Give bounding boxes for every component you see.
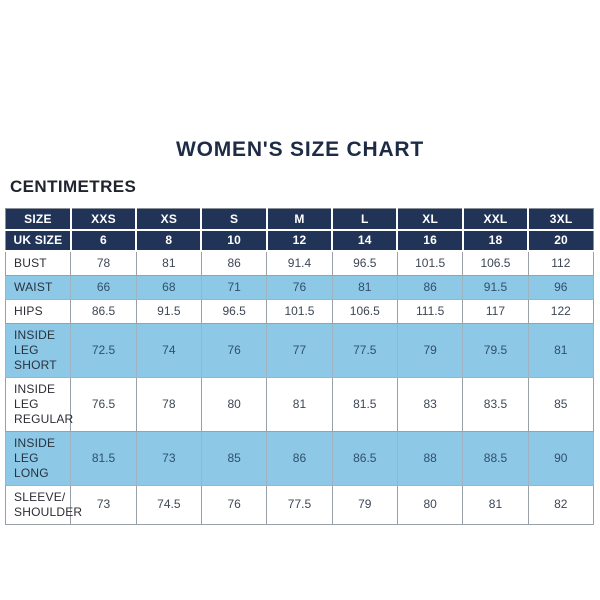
size-value-cell: 74.5 <box>135 484 202 525</box>
header-row: UK SIZE 6 8 10 12 14 16 18 20 <box>4 228 595 252</box>
table-row: INSIDE LEG REGULAR 76.5 78 80 81 81.5 83 83.5 85 <box>4 376 595 432</box>
size-value-cell: 106.5 <box>462 250 529 276</box>
size-value-cell: 83 <box>396 376 464 432</box>
header-cell: 20 <box>527 228 595 252</box>
size-value-cell: 73 <box>135 430 202 486</box>
row-label: INSIDE LEG LONG <box>4 430 72 486</box>
size-value-cell: 76.5 <box>70 376 137 432</box>
page-title: WOMEN'S SIZE CHART <box>175 138 425 161</box>
header-cell: 14 <box>331 228 399 252</box>
size-value-cell: 71 <box>200 274 268 300</box>
size-value-cell: 66 <box>70 274 137 300</box>
size-value-cell: 82 <box>527 484 595 525</box>
size-value-cell: 101.5 <box>396 250 464 276</box>
size-value-cell: 86 <box>396 274 464 300</box>
header-cell: 8 <box>135 228 203 252</box>
size-value-cell: 73 <box>70 484 137 525</box>
size-value-cell: 101.5 <box>266 298 333 324</box>
size-chart-table: SIZE XXS XS S M L XL XXL 3XL UK SIZE 6 8 10 12 14 16 18 2… <box>4 208 595 525</box>
size-value-cell: 122 <box>527 298 595 324</box>
header-cell: 3XL <box>527 208 595 231</box>
size-value-cell: 117 <box>462 298 529 324</box>
header-cell: S <box>200 208 268 231</box>
size-value-cell: 106.5 <box>331 298 398 324</box>
size-value-cell: 78 <box>70 250 137 276</box>
size-value-cell: 81 <box>266 376 333 432</box>
size-value-cell: 81 <box>331 274 398 300</box>
size-value-cell: 96.5 <box>331 250 398 276</box>
size-value-cell: 88 <box>396 430 464 486</box>
size-value-cell: 79 <box>331 484 398 525</box>
size-value-cell: 91.5 <box>135 298 202 324</box>
size-value-cell: 86.5 <box>70 298 137 324</box>
size-value-cell: 76 <box>266 274 333 300</box>
header-cell: SIZE <box>4 208 72 231</box>
header-cell: M <box>265 208 334 231</box>
size-value-cell: 76 <box>200 484 268 525</box>
row-label: INSIDE LEG REGULAR <box>4 376 73 432</box>
size-value-cell: 68 <box>135 274 202 300</box>
row-label: WAIST <box>4 274 72 300</box>
size-value-cell: 96.5 <box>200 298 268 324</box>
header-cell: 6 <box>69 228 138 252</box>
header-cell: XL <box>396 208 464 231</box>
size-value-cell: 91.4 <box>266 250 333 276</box>
size-value-cell: 88.5 <box>462 430 529 486</box>
size-value-cell: 77.5 <box>331 322 398 378</box>
size-chart-header: SIZE XXS XS S M L XL XXL 3XL UK SIZE 6 8 10 12 14 16 18 2… <box>4 208 595 252</box>
size-value-cell: 81 <box>527 322 595 378</box>
header-cell: UK SIZE <box>4 228 72 252</box>
size-value-cell: 80 <box>200 376 268 432</box>
size-value-cell: 112 <box>527 250 595 276</box>
size-value-cell: 83.5 <box>462 376 529 432</box>
size-value-cell: 85 <box>527 376 595 432</box>
header-cell: 18 <box>461 228 530 252</box>
header-cell: 10 <box>200 228 268 252</box>
size-value-cell: 77.5 <box>266 484 333 525</box>
header-cell: XXL <box>461 208 530 231</box>
size-value-cell: 81.5 <box>70 430 137 486</box>
size-value-cell: 86 <box>266 430 333 486</box>
header-cell: 12 <box>265 228 334 252</box>
row-label: HIPS <box>4 298 72 324</box>
size-value-cell: 91.5 <box>462 274 529 300</box>
table-row: INSIDE LEG SHORT 72.5 74 76 77 77.5 79 79.5 81 <box>4 322 595 378</box>
size-value-cell: 74 <box>135 322 202 378</box>
size-value-cell: 81.5 <box>331 376 398 432</box>
size-value-cell: 81 <box>462 484 529 525</box>
size-value-cell: 76 <box>200 322 268 378</box>
size-value-cell: 79 <box>396 322 464 378</box>
size-value-cell: 80 <box>396 484 464 525</box>
header-cell: XS <box>135 208 203 231</box>
row-label: SLEEVE/ SHOULDER <box>4 484 82 525</box>
size-value-cell: 72.5 <box>70 322 137 378</box>
table-row: BUST 78 81 86 91.4 96.5 101.5 106.5 112 <box>4 250 595 276</box>
size-chart-body: BUST 78 81 86 91.4 96.5 101.5 106.5 112 WAIST 66 68… <box>4 250 595 525</box>
row-label: INSIDE LEG SHORT <box>4 322 72 378</box>
table-row: WAIST 66 68 71 76 81 86 91.5 96 <box>4 274 595 300</box>
table-row: HIPS 86.5 91.5 96.5 101.5 106.5 111.5 117 122 <box>4 298 595 324</box>
size-value-cell: 79.5 <box>462 322 529 378</box>
size-value-cell: 81 <box>135 250 202 276</box>
size-value-cell: 77 <box>266 322 333 378</box>
header-cell: L <box>331 208 399 231</box>
size-value-cell: 90 <box>527 430 595 486</box>
table-row: INSIDE LEG LONG 81.5 73 85 86 86.5 88 88.5 90 <box>4 430 595 486</box>
size-value-cell: 96 <box>527 274 595 300</box>
size-value-cell: 111.5 <box>396 298 464 324</box>
size-value-cell: 78 <box>135 376 202 432</box>
units-heading: CENTIMETRES <box>10 177 137 196</box>
header-row: SIZE XXS XS S M L XL XXL 3XL <box>4 208 595 231</box>
size-value-cell: 85 <box>200 430 268 486</box>
size-value-cell: 86 <box>200 250 268 276</box>
row-label: BUST <box>4 250 72 276</box>
header-cell: 16 <box>396 228 464 252</box>
table-row: SLEEVE/ SHOULDER 73 74.5 76 77.5 79 80 81 82 <box>4 484 595 525</box>
size-value-cell: 86.5 <box>331 430 398 486</box>
header-cell: XXS <box>69 208 138 231</box>
